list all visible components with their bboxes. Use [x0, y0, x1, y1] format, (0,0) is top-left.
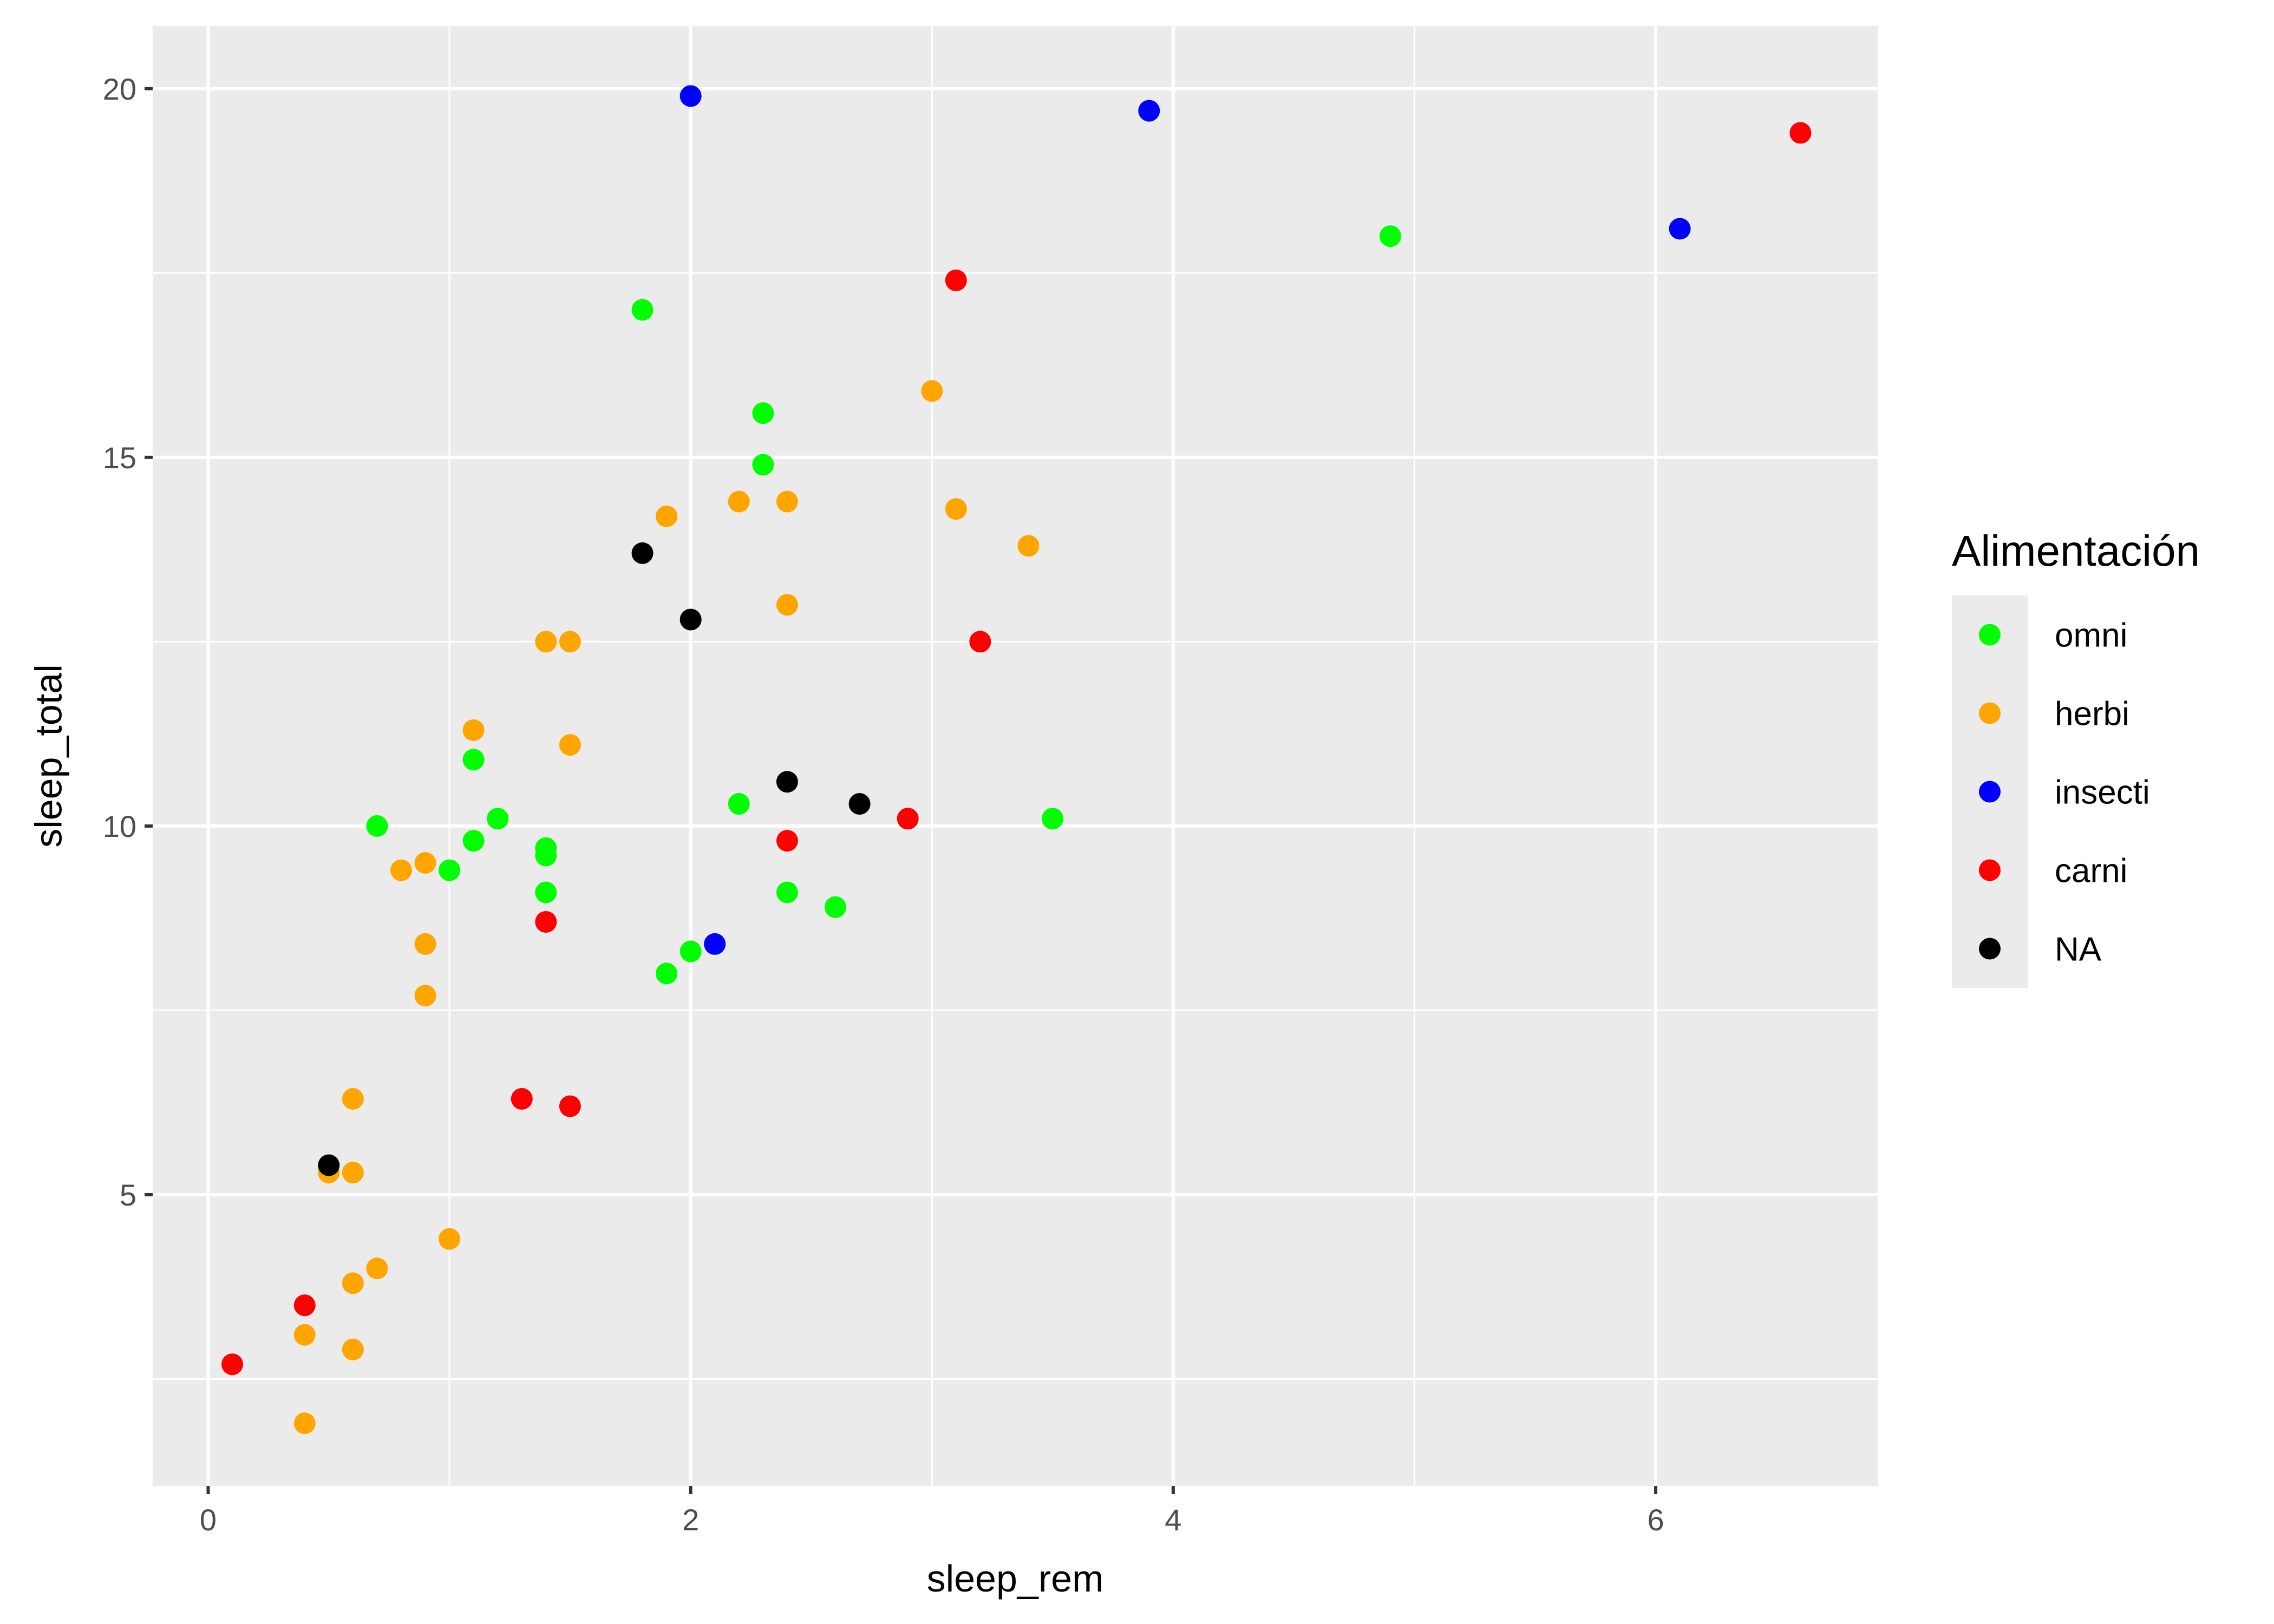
data-point-omni [366, 815, 388, 837]
data-point-na [318, 1154, 340, 1176]
data-point-carni [221, 1353, 244, 1376]
data-point-insecti [1138, 100, 1160, 122]
data-point-omni [535, 881, 557, 903]
data-point-insecti [679, 85, 702, 107]
data-point-herbi [921, 380, 943, 402]
data-point-herbi [1017, 535, 1040, 557]
data-point-omni [631, 299, 654, 321]
data-point-herbi [342, 1088, 364, 1110]
y-axis-title: sleep_total [27, 664, 69, 848]
data-point-herbi [535, 631, 557, 653]
data-point-na [776, 771, 798, 793]
data-point-omni [1042, 808, 1064, 830]
data-point-herbi [414, 933, 436, 955]
legend-swatch-carni [1979, 859, 2001, 881]
legend-entries: omni herbi insecti carni NA [1979, 617, 2150, 968]
x-tick-labels: 0 2 4 6 [200, 1503, 1664, 1537]
data-point-omni [462, 830, 485, 852]
data-point-omni [656, 962, 678, 985]
data-point-omni [825, 896, 847, 918]
data-point-herbi [414, 852, 436, 874]
data-point-herbi [439, 1228, 461, 1250]
data-point-omni [535, 844, 557, 867]
data-point-omni [752, 454, 774, 476]
legend-swatch-insecti [1979, 781, 2001, 803]
plot-panel [153, 26, 1878, 1486]
data-point-herbi [728, 490, 750, 513]
data-point-herbi [342, 1162, 364, 1184]
legend-swatch-herbi [1979, 702, 2001, 724]
x-tick-label: 6 [1647, 1503, 1664, 1537]
data-point-herbi [342, 1272, 364, 1294]
data-point-herbi [462, 719, 485, 741]
data-point-omni [728, 793, 750, 815]
data-point-herbi [366, 1258, 388, 1280]
major-gridlines [153, 26, 1878, 1486]
legend-swatch-na [1979, 938, 2001, 960]
legend-swatch-omni [1979, 624, 2001, 646]
data-point-omni [679, 940, 702, 962]
data-point-carni [897, 808, 919, 830]
data-point-herbi [945, 498, 967, 520]
data-point-omni [752, 402, 774, 424]
legend-label-carni: carni [2055, 853, 2127, 890]
data-point-omni [1379, 225, 1401, 247]
data-point-na [848, 793, 871, 815]
data-point-omni [487, 808, 509, 830]
legend: Alimentación omni herbi insecti carni NA [1952, 527, 2200, 988]
data-point-herbi [559, 734, 581, 756]
data-point-omni [776, 881, 798, 903]
data-point-carni [969, 631, 991, 653]
data-point-carni [293, 1294, 316, 1317]
data-point-insecti [1669, 218, 1691, 240]
data-point-herbi [342, 1339, 364, 1361]
data-point-omni [439, 859, 461, 881]
data-point-herbi [776, 490, 798, 513]
data-point-carni [945, 269, 967, 291]
data-point-na [631, 542, 654, 564]
axis-ticks [145, 87, 1658, 1494]
data-point-herbi [293, 1324, 316, 1346]
x-tick-label: 2 [682, 1503, 699, 1537]
data-point-carni [776, 830, 798, 852]
data-point-omni [462, 749, 485, 771]
data-point-insecti [704, 933, 726, 955]
data-point-herbi [390, 859, 412, 881]
data-points [221, 85, 1812, 1435]
y-tick-label: 5 [120, 1178, 136, 1212]
y-tick-label: 10 [103, 809, 136, 843]
y-tick-label: 20 [103, 72, 136, 106]
data-point-herbi [656, 505, 678, 527]
data-point-herbi [776, 594, 798, 616]
y-tick-labels: 5 10 15 20 [103, 72, 136, 1212]
legend-label-omni: omni [2055, 617, 2127, 654]
data-point-na [679, 608, 702, 631]
data-point-carni [535, 911, 557, 933]
data-point-herbi [293, 1412, 316, 1435]
x-axis-title: sleep_rem [927, 1557, 1104, 1600]
data-point-herbi [414, 985, 436, 1007]
legend-label-insecti: insecti [2055, 774, 2150, 811]
data-point-carni [1789, 122, 1812, 144]
legend-title: Alimentación [1952, 527, 2200, 575]
legend-label-na: NA [2055, 931, 2102, 968]
data-point-carni [511, 1088, 533, 1110]
x-tick-label: 4 [1165, 1503, 1181, 1537]
data-point-herbi [559, 631, 581, 653]
x-tick-label: 0 [200, 1503, 217, 1537]
minor-gridlines [153, 26, 1878, 1486]
legend-label-herbi: herbi [2055, 696, 2129, 733]
data-point-carni [559, 1095, 581, 1117]
y-tick-label: 15 [103, 441, 136, 475]
